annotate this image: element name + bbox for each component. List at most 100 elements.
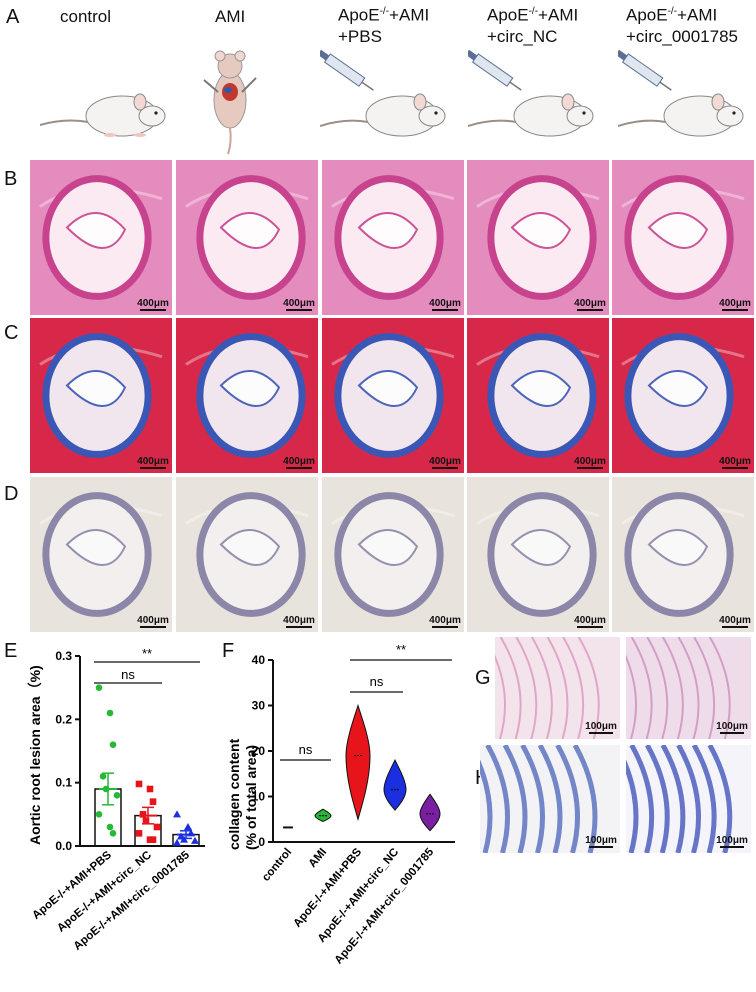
micrograph-ihc-4 xyxy=(467,477,609,632)
scale-bar: 400μm xyxy=(573,456,607,469)
chart-e-point xyxy=(102,785,110,793)
chart-e-point xyxy=(153,823,161,831)
scale-bar-line xyxy=(577,309,603,311)
scale-bar-label: 400μm xyxy=(137,456,169,467)
group-label-pbs: ApoE-/-+AMI +PBS xyxy=(338,1,429,47)
chart-collagen-content: collagen content (% of total area) 0 10 20… xyxy=(226,642,455,967)
group-label-line2: +circ_0001785 xyxy=(626,26,739,46)
chart-e-point xyxy=(109,741,117,748)
chart-e-point xyxy=(191,836,199,844)
micrograph-he-3 xyxy=(322,160,464,315)
scale-bar-line xyxy=(286,626,312,628)
scale-bar: 400μm xyxy=(282,615,316,628)
scale-bar-label: 400μm xyxy=(574,456,606,467)
chart-f-violin xyxy=(383,758,407,811)
scale-bar-label: 100μm xyxy=(585,721,617,732)
chart-e-ytick-label: 0.3 xyxy=(55,649,72,663)
group-label-sup: -/- xyxy=(667,6,678,17)
scale-bar-line xyxy=(722,309,748,311)
chart-f-violin xyxy=(345,703,371,822)
chart-f-violin xyxy=(419,793,441,832)
micrograph-he-5 xyxy=(612,160,754,315)
scale-bar-line xyxy=(589,732,613,734)
group-label-line2: +circ_NC xyxy=(487,26,558,46)
chart-e-point xyxy=(95,811,103,818)
group-label-control: control xyxy=(60,6,111,27)
chart-e-point xyxy=(135,780,143,788)
scale-bar-label: 400μm xyxy=(137,298,169,309)
group-label-sup: -/- xyxy=(528,6,539,17)
group-label-pre: ApoE xyxy=(626,5,668,25)
chart-e-point xyxy=(95,684,103,691)
group-label-line: AMI xyxy=(215,7,246,26)
chart-e-point xyxy=(149,798,157,805)
scale-bar-line xyxy=(140,467,166,469)
scale-bar: 400μm xyxy=(718,298,752,311)
scale-bar-line xyxy=(140,626,166,628)
scale-bar: 400μm xyxy=(718,615,752,628)
scale-bar-line xyxy=(720,732,744,734)
micrograph-masson-1 xyxy=(30,318,172,473)
micrograph-he-4 xyxy=(467,160,609,315)
chart-e-sig-label: ** xyxy=(142,646,152,661)
chart-e-point xyxy=(187,829,195,837)
scale-bar-label: 400μm xyxy=(429,615,461,626)
scale-bar-label: 100μm xyxy=(585,835,617,846)
panel-label-f: F xyxy=(222,640,235,662)
group-label-line: control xyxy=(60,7,112,26)
panel-label-c: C xyxy=(4,322,19,344)
group-label-line2: +PBS xyxy=(338,26,382,46)
group-label-sup: -/- xyxy=(379,6,390,17)
micrograph-ihc-1 xyxy=(30,477,172,632)
micrograph-g2 xyxy=(626,637,751,739)
chart-e-point xyxy=(99,773,107,780)
scale-bar-line xyxy=(286,467,312,469)
micrograph-h1 xyxy=(480,745,620,853)
chart-f-xtick-label: control xyxy=(260,846,294,884)
mouse-illustration-control xyxy=(40,93,166,137)
scale-bar-line xyxy=(432,467,458,469)
chart-aortic-lesion: Aortic root lesion area（%) 0.00.10.20.3A… xyxy=(27,646,205,953)
group-label-post: +AMI xyxy=(677,5,718,25)
micrograph-he-1 xyxy=(30,160,172,315)
micrograph-masson-2 xyxy=(176,318,318,473)
chart-f-xtick-label: AMI xyxy=(307,846,330,870)
scale-bar-line xyxy=(432,626,458,628)
micrograph-h2 xyxy=(626,745,751,853)
chart-e-point xyxy=(135,830,143,837)
micrograph-masson-3 xyxy=(322,318,464,473)
scale-bar: 400μm xyxy=(573,298,607,311)
chart-f-ylabel-line2: (% of total area) xyxy=(243,745,259,850)
scale-bar: 100μm xyxy=(584,835,618,848)
scale-bar-line xyxy=(577,467,603,469)
chart-e-sig-label: ns xyxy=(121,667,135,682)
scale-bar: 400μm xyxy=(428,456,462,469)
scale-bar-label: 400μm xyxy=(429,298,461,309)
panel-label-a: A xyxy=(6,6,20,28)
scale-bar-line xyxy=(286,309,312,311)
scale-bar: 400μm xyxy=(282,456,316,469)
scale-bar: 400μm xyxy=(136,615,170,628)
panel-label-d: D xyxy=(4,483,19,505)
scale-bar-label: 400μm xyxy=(283,298,315,309)
chart-e-point xyxy=(106,823,114,831)
panel-label-e: E xyxy=(4,640,18,662)
panel-label-b: B xyxy=(4,168,18,190)
panel-label-g: G xyxy=(475,667,491,689)
chart-f-ylabel-line1: collagen content xyxy=(226,738,242,850)
scale-bar: 400μm xyxy=(428,615,462,628)
chart-f-xtick-label: ApoE-/-+AMI+PBS xyxy=(291,846,364,930)
chart-e-ytick-label: 0.0 xyxy=(55,839,72,853)
chart-f-ytick-label: 20 xyxy=(252,744,266,758)
mouse-illustration-ami xyxy=(203,50,257,155)
scale-bar: 100μm xyxy=(715,721,749,734)
scale-bar-label: 400μm xyxy=(574,298,606,309)
chart-f-ytick-label: 10 xyxy=(252,790,266,804)
chart-f-sig-label: ** xyxy=(396,642,406,657)
scale-bar-label: 400μm xyxy=(719,615,751,626)
scale-bar-label: 400μm xyxy=(283,615,315,626)
micrograph-g1 xyxy=(495,637,620,739)
micrograph-he-2 xyxy=(176,160,318,315)
scale-bar-label: 400μm xyxy=(137,615,169,626)
scale-bar: 100μm xyxy=(715,835,749,848)
